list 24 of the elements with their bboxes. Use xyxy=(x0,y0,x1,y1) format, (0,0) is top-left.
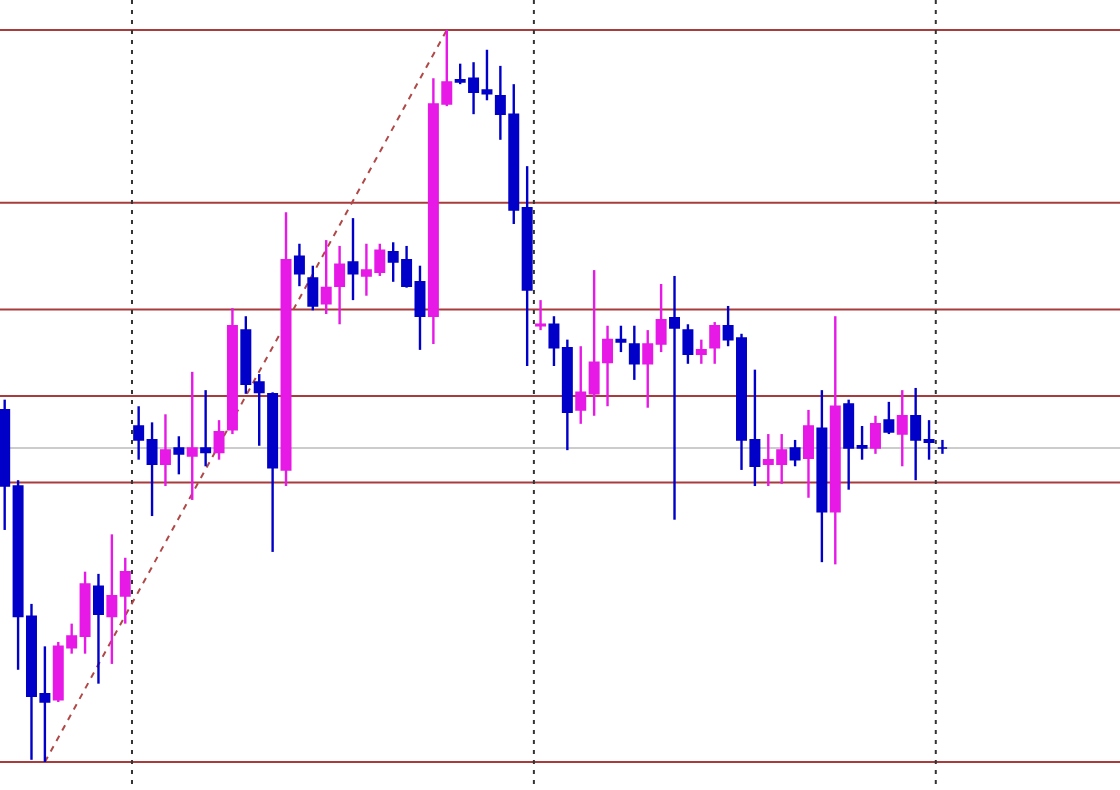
candlestick xyxy=(615,324,627,354)
candlestick xyxy=(159,413,171,488)
candlestick xyxy=(173,435,185,476)
candlestick xyxy=(709,320,721,365)
candlestick xyxy=(347,216,359,302)
candlestick xyxy=(320,238,332,316)
candlestick xyxy=(803,408,814,499)
candlestick xyxy=(883,400,895,436)
candlestick xyxy=(213,418,225,461)
candlestick xyxy=(307,264,319,312)
candlestick xyxy=(682,323,694,365)
candlestick xyxy=(869,414,881,456)
candlestick xyxy=(186,370,198,502)
candlestick xyxy=(200,388,212,468)
candlestick xyxy=(334,244,346,326)
candlestick xyxy=(695,338,707,365)
candlestick xyxy=(936,438,948,456)
candlestick xyxy=(789,438,801,468)
candlestick xyxy=(92,572,104,685)
candlestick xyxy=(628,324,640,382)
candlestick xyxy=(293,242,305,288)
candlestick xyxy=(535,298,547,332)
candlestick xyxy=(896,388,908,468)
candlestick xyxy=(669,274,681,521)
